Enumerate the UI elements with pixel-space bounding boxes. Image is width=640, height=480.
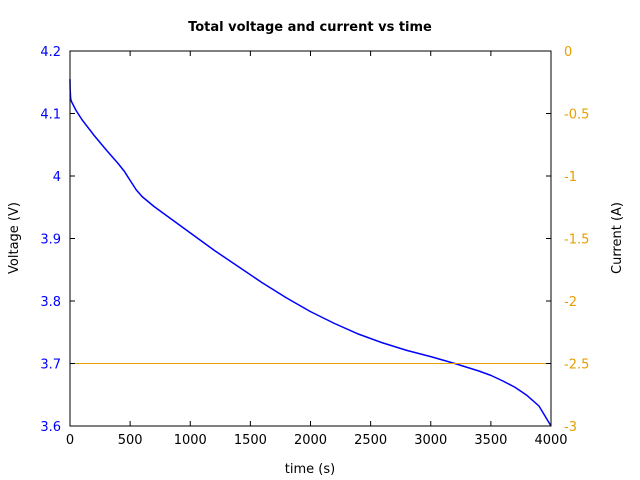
y2-tick-label: -2 — [564, 295, 577, 310]
x-tick-label: 1500 — [234, 433, 267, 448]
y2-tick-label: -2.5 — [564, 358, 589, 373]
x-tick-label: 4000 — [534, 433, 567, 448]
y2-tick-label: -0.5 — [564, 108, 589, 123]
x-tick-label: 2500 — [354, 433, 387, 448]
y2-axis-ticks: -3 -2.5 -2 -1.5 -1 -0.5 0 — [546, 45, 589, 435]
y-tick-label: 4.2 — [40, 45, 61, 60]
voltage-series-line — [69, 79, 552, 427]
x-tick-label: 0 — [66, 433, 74, 448]
y2-axis-label: Current (A) — [610, 202, 625, 274]
y-tick-label: 3.8 — [40, 295, 61, 310]
y-tick-label: 4.1 — [40, 108, 61, 123]
plot-series — [69, 79, 552, 427]
y2-tick-label: -3 — [564, 420, 577, 435]
y-tick-label: 3.7 — [40, 358, 61, 373]
x-axis-label: time (s) — [285, 462, 335, 477]
x-tick-label: 1000 — [174, 433, 207, 448]
x-tick-label: 3000 — [414, 433, 447, 448]
y2-tick-label: -1.5 — [564, 233, 589, 248]
y-axis-ticks: 3.6 3.7 3.8 3.9 4 4.1 4.2 — [40, 45, 75, 435]
y-tick-label: 4 — [53, 170, 61, 185]
y2-tick-label: 0 — [564, 45, 572, 60]
x-tick-label: 3500 — [474, 433, 507, 448]
y-tick-label: 3.9 — [40, 233, 61, 248]
x-tick-label: 2000 — [294, 433, 327, 448]
x-axis-ticks: 0 500 1000 1500 2000 2500 3000 3500 4000 — [66, 51, 568, 448]
plot-frame — [69, 50, 552, 427]
chart-title: Total voltage and current vs time — [188, 20, 432, 35]
y-tick-label: 3.6 — [40, 420, 61, 435]
x-tick-label: 500 — [118, 433, 143, 448]
y-axis-label: Voltage (V) — [7, 202, 22, 274]
y2-tick-label: -1 — [564, 170, 577, 185]
